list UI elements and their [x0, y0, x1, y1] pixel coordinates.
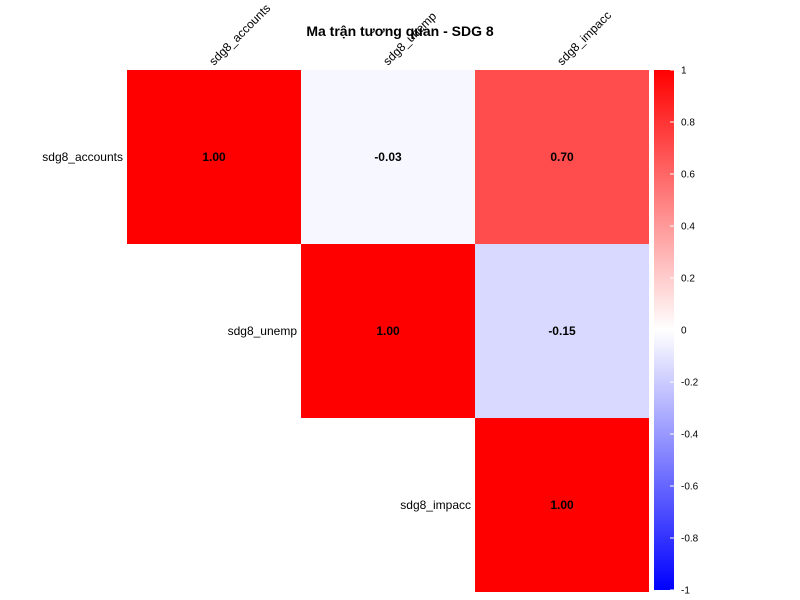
- heatmap-cell: [301, 70, 475, 244]
- heatmap-cell: [475, 244, 649, 418]
- colorbar-tick-label: 0.8: [681, 118, 695, 129]
- heatmap-cell: [475, 70, 649, 244]
- colorbar-tick-label: 0.2: [681, 274, 695, 285]
- colorbar-tick-label: -1: [681, 586, 690, 597]
- heatmap-cell: [127, 70, 301, 244]
- heatmap-cell: [301, 244, 475, 418]
- cell-value-label: 1.00: [376, 324, 400, 338]
- cell-value-label: -0.15: [548, 324, 576, 338]
- cell-value-label: 1.00: [202, 150, 226, 164]
- chart-title: Ma trận tương quan - SDG 8: [306, 23, 494, 39]
- cell-value-label: 0.70: [550, 150, 574, 164]
- row-label: sdg8_impacc: [400, 498, 471, 512]
- row-label: sdg8_unemp: [228, 324, 298, 338]
- heatmap-cell-labels: 1.00 -0.03 0.70 1.00 -0.15 1.00: [202, 150, 576, 512]
- colorbar: 1 0.8 0.6 0.4 0.2 0 -0.2 -0.4 -0.6 -0.8 -1: [654, 66, 699, 597]
- cell-value-label: -0.03: [374, 150, 402, 164]
- column-labels: sdg8_accounts sdg8_unemp sdg8_impacc: [206, 1, 614, 68]
- colorbar-tick-label: 0.6: [681, 170, 695, 181]
- row-label: sdg8_accounts: [42, 150, 123, 164]
- column-label: sdg8_accounts: [206, 1, 273, 68]
- cell-value-label: 1.00: [550, 498, 574, 512]
- colorbar-tick-label: 0: [681, 326, 687, 337]
- colorbar-tick-label: 0.4: [681, 222, 695, 233]
- row-labels: sdg8_accounts sdg8_unemp sdg8_impacc: [42, 150, 471, 512]
- colorbar-tick-label: -0.6: [681, 482, 699, 493]
- colorbar-tick-label: -0.4: [681, 430, 699, 441]
- heatmap-cells: [127, 70, 649, 592]
- column-label: sdg8_impacc: [554, 8, 614, 68]
- colorbar-gradient: [654, 70, 674, 590]
- colorbar-tick-label: -0.8: [681, 534, 699, 545]
- colorbar-tick-label: 1: [681, 66, 687, 77]
- colorbar-ticks: 1 0.8 0.6 0.4 0.2 0 -0.2 -0.4 -0.6 -0.8 -1: [670, 66, 699, 597]
- heatmap-cell: [475, 418, 649, 592]
- colorbar-tick-label: -0.2: [681, 378, 699, 389]
